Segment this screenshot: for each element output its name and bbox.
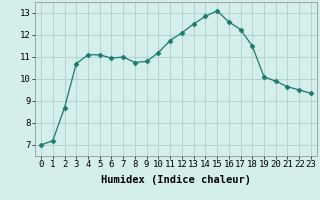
X-axis label: Humidex (Indice chaleur): Humidex (Indice chaleur) <box>101 175 251 185</box>
